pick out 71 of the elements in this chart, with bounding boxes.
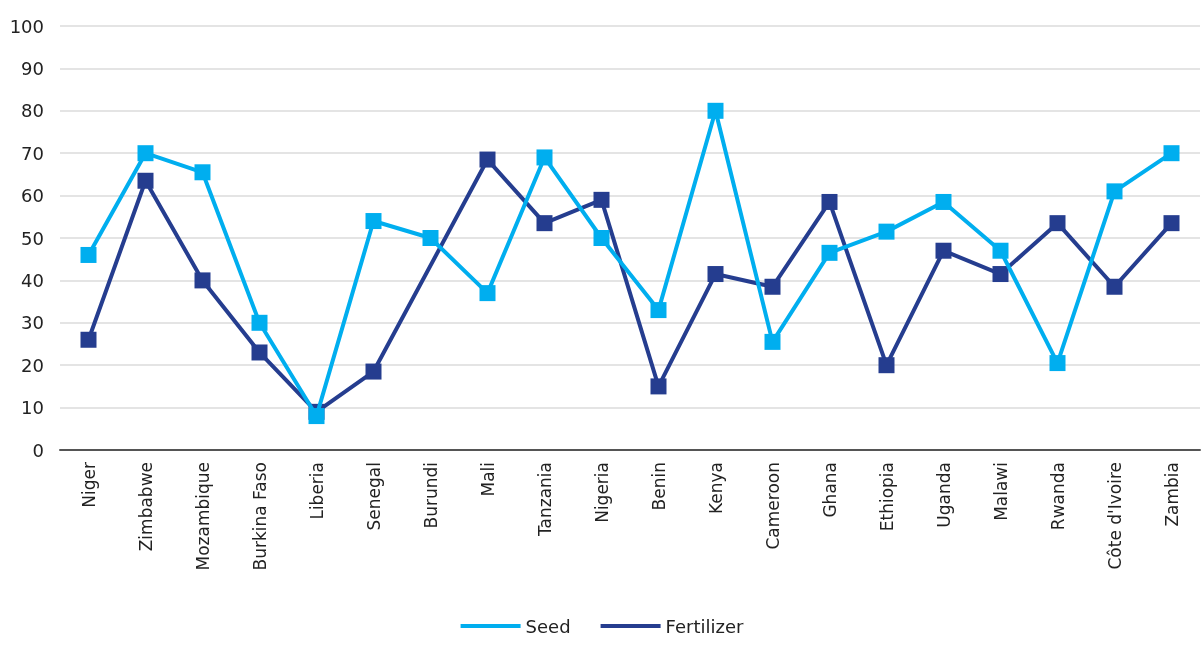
x-tick-label: Zambia: [1161, 462, 1182, 527]
point: [251, 314, 268, 331]
y-tick-label: 0: [32, 439, 44, 461]
point: [137, 145, 154, 162]
x-tick-label: Burkina Faso: [249, 462, 270, 571]
y-tick-label: 20: [21, 354, 44, 376]
point: [935, 193, 952, 210]
y-tick-label: 40: [21, 269, 44, 291]
point: [650, 378, 667, 395]
point: [1106, 278, 1123, 295]
point: [593, 191, 610, 208]
point: [821, 193, 838, 210]
point: [992, 242, 1009, 259]
x-tick-label: Ethiopia: [876, 462, 897, 532]
point: [1163, 145, 1180, 162]
x-tick-label: Côte d'Ivoire: [1104, 462, 1125, 570]
point: [308, 408, 325, 425]
point: [479, 151, 496, 168]
y-tick-label: 10: [21, 397, 44, 419]
point: [650, 302, 667, 319]
y-tick-label: 70: [21, 142, 44, 164]
x-tick-label: Nigeria: [591, 462, 612, 523]
point: [365, 363, 382, 380]
y-tick-label: 30: [21, 312, 44, 334]
x-tick-label: Benin: [648, 462, 669, 511]
x-tick-label: Senegal: [363, 462, 384, 531]
point: [536, 149, 553, 166]
point: [1106, 183, 1123, 200]
y-tick-label: 90: [21, 57, 44, 79]
point: [536, 215, 553, 232]
x-tick-label: Uganda: [933, 462, 954, 528]
point: [878, 357, 895, 374]
x-tick-label: Liberia: [306, 462, 327, 520]
x-tick-label: Ghana: [819, 462, 840, 518]
point: [992, 266, 1009, 283]
point: [365, 213, 382, 230]
point: [194, 164, 211, 181]
x-tick-label: Cameroon: [762, 462, 783, 550]
point: [1049, 215, 1066, 232]
point: [821, 244, 838, 261]
x-tick-label: Niger: [78, 462, 99, 508]
point: [479, 285, 496, 302]
point: [137, 172, 154, 189]
point: [707, 102, 724, 119]
point: [194, 272, 211, 289]
x-tick-label: Tanzania: [534, 462, 555, 538]
x-tick-label: Malawi: [990, 462, 1011, 521]
point: [764, 278, 781, 295]
point: [422, 230, 439, 246]
y-tick-label: 60: [21, 185, 44, 207]
legend-label: Seed: [525, 615, 571, 637]
x-tick-label: Mali: [477, 462, 498, 497]
point: [593, 230, 610, 246]
y-tick-label: 50: [21, 227, 44, 249]
point: [707, 266, 724, 283]
x-tick-label: Zimbabwe: [135, 462, 156, 552]
point: [251, 344, 268, 361]
x-tick-label: Kenya: [705, 462, 726, 515]
x-tick-label: Mozambique: [192, 462, 213, 571]
point: [764, 333, 781, 350]
point: [878, 223, 895, 240]
x-tick-label: Rwanda: [1047, 462, 1068, 531]
point: [80, 331, 97, 348]
point: [1163, 215, 1180, 232]
point: [1049, 355, 1066, 372]
y-tick-label: 80: [21, 100, 44, 122]
point: [935, 242, 952, 259]
x-tick-label: Burundi: [420, 462, 441, 529]
y-tick-label: 100: [9, 15, 44, 37]
point: [80, 246, 97, 263]
legend-label: Fertilizer: [665, 615, 745, 637]
